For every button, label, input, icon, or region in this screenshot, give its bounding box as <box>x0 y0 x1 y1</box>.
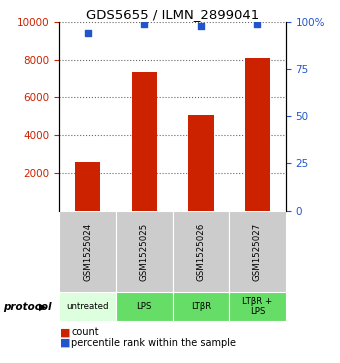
Text: GSM1525024: GSM1525024 <box>83 222 92 281</box>
Bar <box>59 292 116 321</box>
Bar <box>116 211 173 292</box>
Text: ▶: ▶ <box>39 302 47 312</box>
Text: ■: ■ <box>59 338 70 348</box>
Text: percentile rank within the sample: percentile rank within the sample <box>71 338 236 348</box>
Bar <box>75 162 101 211</box>
Text: LTβR: LTβR <box>191 302 211 311</box>
Bar <box>229 292 286 321</box>
Point <box>141 21 147 26</box>
Title: GDS5655 / ILMN_2899041: GDS5655 / ILMN_2899041 <box>86 8 259 21</box>
Bar <box>132 72 157 211</box>
Point <box>255 21 260 26</box>
Text: ■: ■ <box>59 327 70 337</box>
Bar <box>173 292 229 321</box>
Bar <box>59 211 116 292</box>
Point <box>198 23 204 28</box>
Text: LPS: LPS <box>137 302 152 311</box>
Text: LTβR +
LPS: LTβR + LPS <box>242 297 272 317</box>
Text: GSM1525027: GSM1525027 <box>253 222 262 281</box>
Point <box>85 30 90 36</box>
Text: count: count <box>71 327 99 337</box>
Text: untreated: untreated <box>67 302 109 311</box>
Bar <box>116 292 173 321</box>
Bar <box>244 58 270 211</box>
Bar <box>188 115 214 211</box>
Bar <box>229 211 286 292</box>
Bar <box>173 211 229 292</box>
Text: GSM1525025: GSM1525025 <box>140 222 149 281</box>
Text: GSM1525026: GSM1525026 <box>196 222 205 281</box>
Text: protocol: protocol <box>3 302 52 312</box>
